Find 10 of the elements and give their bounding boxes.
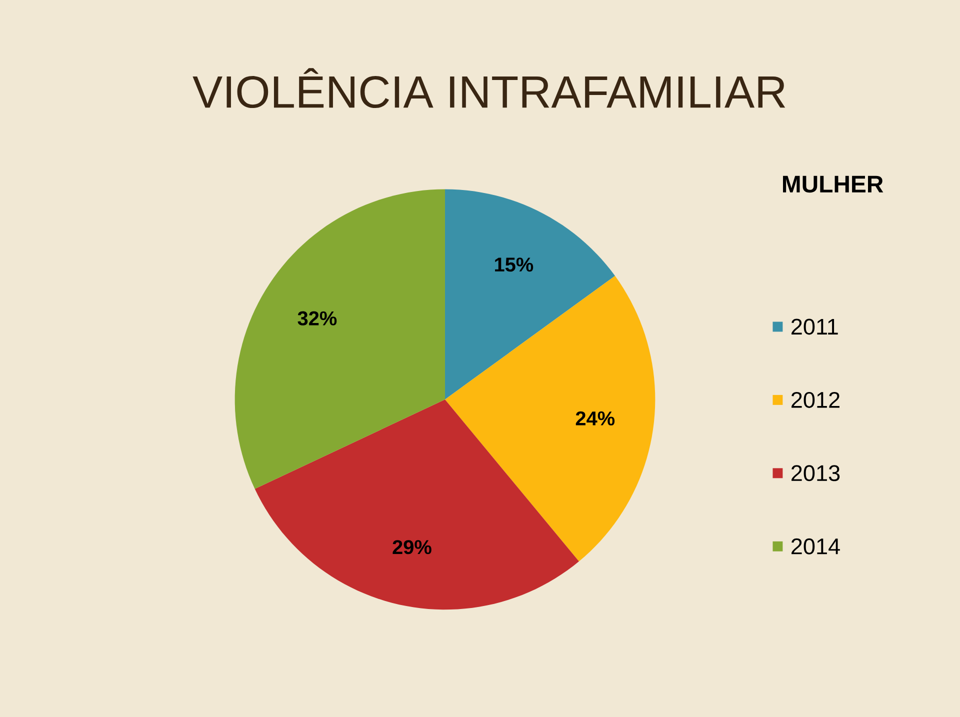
data-label: 32% (298, 311, 337, 326)
chart-title: VIOLÊNCIA INTRAFAMILIAR (192, 68, 786, 108)
data-label: 24% (576, 411, 615, 426)
legend-label: 2014 (792, 538, 840, 554)
data-label: 29% (392, 540, 432, 554)
legend-label: 2011 (792, 318, 838, 335)
legend-label: 2012 (792, 392, 840, 408)
legend-label: 2013 (792, 465, 840, 482)
legend-title: MULHER (783, 176, 884, 192)
data-label: 15% (495, 257, 534, 272)
